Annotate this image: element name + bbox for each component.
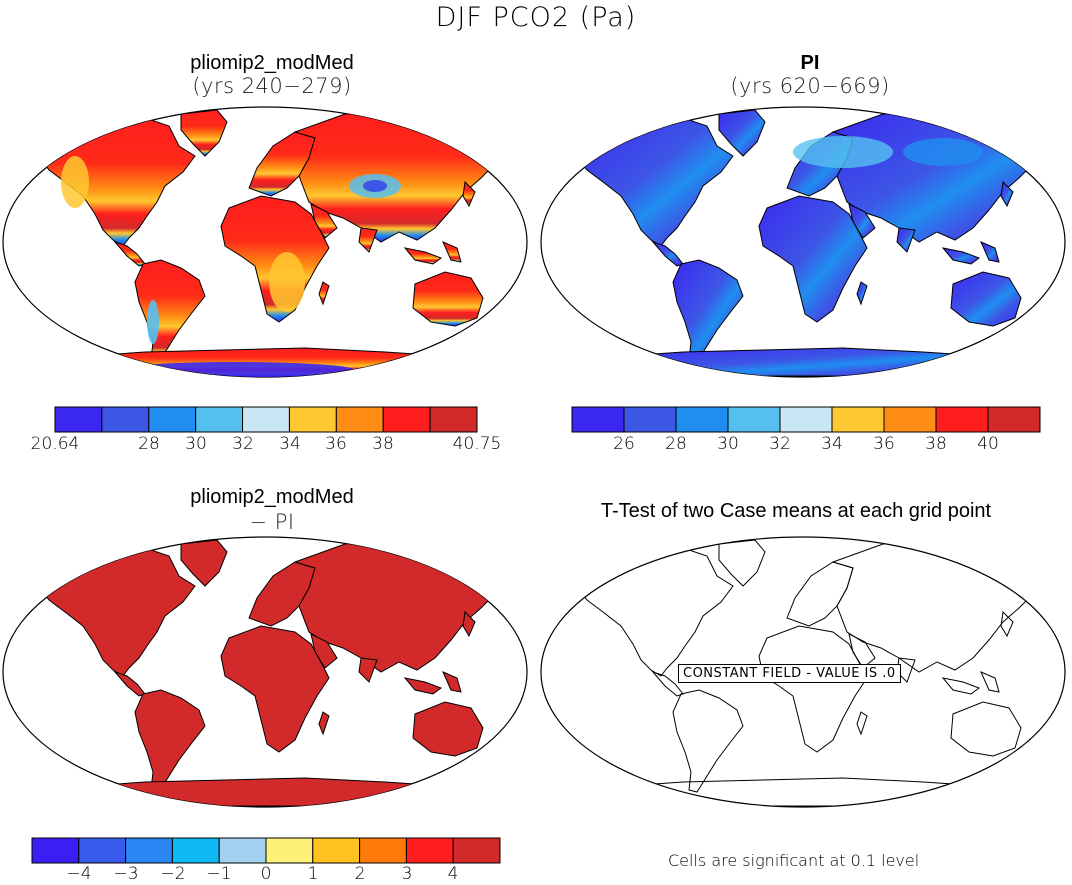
colorbar-swatch: [987, 406, 1041, 433]
colorbar-tick-label: 34: [279, 434, 301, 454]
colorbar-tick-label: −1: [206, 864, 232, 884]
panel3-map: [2, 536, 528, 808]
colorbar-tick-label: 20.64: [30, 434, 80, 454]
colorbar-swatch: [312, 837, 361, 864]
colorbar-swatch: [31, 837, 80, 864]
colorbar-swatch: [675, 406, 729, 433]
colorbar-tick-label: 34: [821, 434, 843, 454]
colorbar-swatch: [727, 406, 781, 433]
panel1-patches: [61, 156, 401, 377]
colorbar-tick-label: 2: [354, 864, 366, 884]
colorbar-tick-label: 40.75: [452, 434, 502, 454]
colorbar-tick-label: 36: [325, 434, 347, 454]
colorbar-swatch: [935, 406, 989, 433]
colorbar-tick-label: 32: [769, 434, 791, 454]
colorbar-tick-label: 40: [977, 434, 999, 454]
panel2-map: [540, 106, 1066, 378]
colorbar-swatch: [265, 837, 314, 864]
colorbar-tick-label: 32: [232, 434, 254, 454]
panel3-subtitle: − PI: [249, 510, 295, 534]
colorbar-swatch: [101, 406, 150, 433]
colorbar-tick-label: 0: [260, 864, 272, 884]
colorbar-swatch: [54, 406, 103, 433]
panel1-title: pliomip2_modMed: [190, 52, 354, 74]
colorbar-tick-label: 38: [925, 434, 947, 454]
colorbar-tick-label: 4: [447, 864, 459, 884]
colorbar-tick-label: 1: [307, 864, 319, 884]
colorbar-swatch: [125, 837, 173, 864]
significance-note: Cells are significant at 0.1 level: [668, 851, 920, 870]
colorbar-swatch: [883, 406, 937, 433]
panel2-title: PI: [800, 52, 820, 74]
colorbar-swatch: [779, 406, 833, 433]
colorbar-swatch: [623, 406, 677, 433]
colorbar-tick-label: −2: [160, 864, 186, 884]
panel2-colorbar: [571, 406, 1041, 433]
colorbar-tick-label: −4: [66, 864, 92, 884]
colorbar-swatch: [288, 406, 337, 433]
colorbar-tick-label: 30: [185, 434, 207, 454]
panel2-patches: [793, 136, 983, 168]
colorbar-swatch: [405, 837, 454, 864]
panel1-subtitle: (yrs 240−279): [192, 74, 352, 98]
colorbar-swatch: [218, 837, 267, 864]
colorbar-swatch: [382, 406, 431, 433]
panel4-title: T-Test of two Case means at each grid po…: [600, 500, 992, 522]
panel1-colorbar: [54, 406, 478, 433]
colorbar-tick-label: 30: [717, 434, 739, 454]
colorbar-tick-label: 26: [613, 434, 635, 454]
colorbar-tick-label: 28: [665, 434, 687, 454]
colorbar-tick-label: 36: [873, 434, 895, 454]
colorbar-swatch: [195, 406, 244, 433]
colorbar-tick-label: 28: [138, 434, 160, 454]
panel1-map: [2, 106, 528, 378]
colorbar-swatch: [242, 406, 290, 433]
colorbar-swatch: [335, 406, 384, 433]
colorbar-swatch: [571, 406, 625, 433]
colorbar-swatch: [78, 837, 127, 864]
colorbar-swatch: [359, 837, 407, 864]
colorbar-swatch: [831, 406, 885, 433]
colorbar-tick-label: −3: [113, 864, 139, 884]
colorbar-tick-label: 3: [401, 864, 413, 884]
colorbar-swatch: [171, 837, 220, 864]
panel3-colorbar: [31, 837, 501, 864]
panel2-subtitle: (yrs 620−669): [730, 74, 890, 98]
colorbar-swatch: [452, 837, 501, 864]
colorbar-swatch: [148, 406, 197, 433]
constant-field-label: CONSTANT FIELD - VALUE IS .0: [678, 664, 901, 683]
colorbar-tick-label: 38: [372, 434, 394, 454]
panel3-title: pliomip2_modMed: [190, 486, 354, 508]
figure-title: DJF PCO2 (Pa): [435, 2, 637, 33]
colorbar-swatch: [429, 406, 478, 433]
